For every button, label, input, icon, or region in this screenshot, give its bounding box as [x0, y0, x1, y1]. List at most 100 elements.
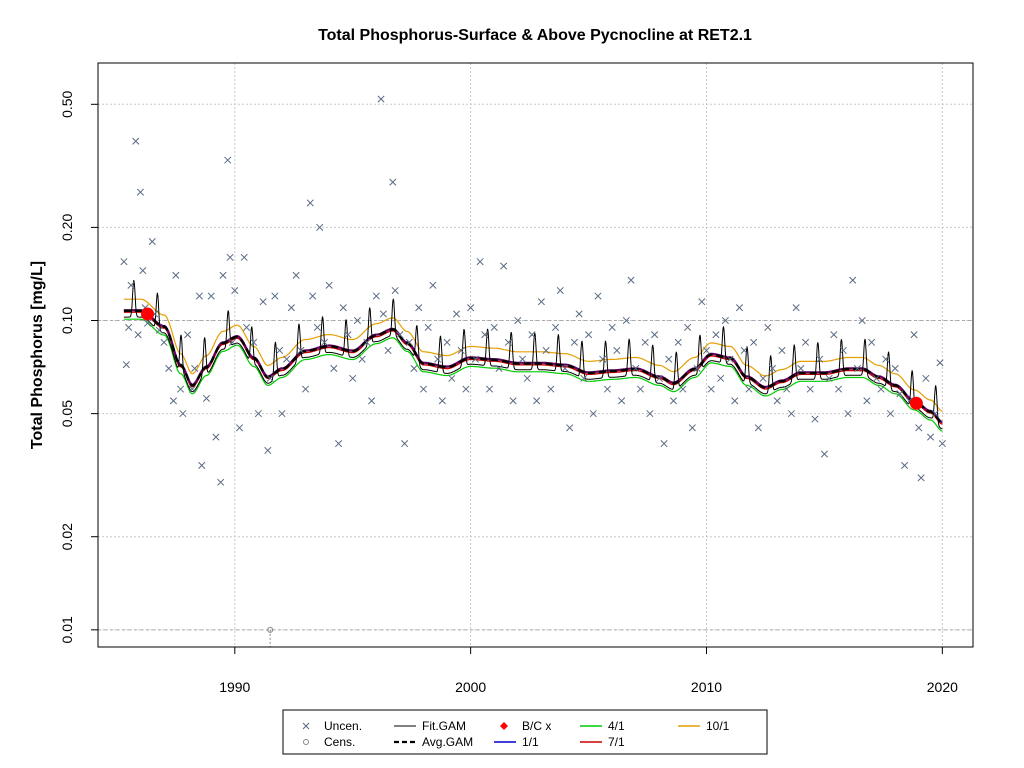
bc-point	[909, 396, 923, 410]
uncensored-point	[184, 331, 192, 339]
uncensored-point	[125, 323, 133, 331]
uncensored-point	[580, 374, 588, 382]
uncensored-point	[165, 364, 173, 372]
uncensored-point	[693, 364, 701, 372]
uncensored-point	[594, 292, 602, 300]
legend-item: Avg.GAM	[394, 735, 473, 749]
uncensored-point	[134, 331, 142, 339]
uncensored-point	[452, 310, 461, 318]
legend-item: 7/1	[580, 735, 625, 749]
uncensored-point	[665, 355, 673, 363]
uncensored-point	[518, 355, 527, 363]
uncensored-point	[853, 364, 861, 372]
uncensored-point	[172, 271, 180, 279]
uncensored-point	[655, 374, 663, 382]
uncensored-point	[316, 223, 324, 231]
uncensored-point	[768, 364, 777, 372]
uncensored-point	[353, 316, 361, 325]
uncensored-point	[698, 298, 706, 306]
uncensored-point	[886, 410, 895, 418]
uncensored-point	[136, 188, 145, 196]
uncensored-point	[523, 374, 531, 382]
y-tick-label: 0.50	[59, 90, 75, 117]
uncensored-point	[712, 331, 720, 339]
uncensored-point	[467, 304, 475, 312]
uncensored-point	[825, 374, 833, 382]
uncensored-point	[384, 346, 392, 355]
uncensored-point	[443, 338, 451, 346]
uncensored-point	[457, 346, 465, 355]
uncensored-point	[254, 410, 262, 418]
uncensored-point	[801, 338, 810, 346]
uncensored-point	[726, 355, 734, 363]
uncensored-point	[641, 338, 649, 346]
uncensored-point	[585, 331, 593, 339]
uncensored-point	[561, 364, 569, 372]
uncensored-point	[485, 385, 494, 393]
y-tick-label: 0.20	[59, 214, 75, 241]
uncensored-point	[224, 156, 232, 164]
uncensored-point	[219, 271, 227, 279]
uncensored-point	[926, 433, 935, 441]
uncensored-point	[931, 410, 939, 418]
uncensored-point	[250, 338, 258, 346]
uncensored-point	[415, 304, 423, 312]
uncensored-point	[160, 338, 168, 346]
uncensored-point	[806, 385, 814, 393]
legend-item: Cens.	[303, 735, 355, 749]
grid	[98, 63, 973, 647]
uncensored-point	[542, 346, 550, 355]
uncensored-point	[556, 286, 564, 295]
uncensored-point	[835, 385, 843, 393]
uncensored-point	[207, 292, 215, 300]
uncensored-point	[330, 364, 338, 372]
uncensored-point	[259, 298, 267, 306]
uncensored-point	[830, 331, 838, 339]
uncensored-point	[429, 281, 437, 289]
bc-point	[141, 307, 155, 321]
uncensored-point	[764, 323, 772, 331]
reference-lines	[98, 320, 973, 631]
uncensored-point	[490, 323, 498, 331]
y-axis: 0.01 0.02 0.05 0.10 0.20 0.50	[59, 90, 98, 643]
uncensored-point	[632, 364, 640, 372]
uncensored-point	[271, 292, 279, 300]
y-tick-label: 0.02	[59, 523, 75, 550]
uncensored-point	[391, 286, 399, 295]
x-tick-label: 1990	[219, 679, 250, 695]
uncensored-point	[688, 424, 696, 432]
uncensored-point	[797, 364, 805, 372]
uncensored-point	[622, 316, 630, 325]
uncensored-point	[783, 385, 791, 393]
uncensored-point	[910, 331, 918, 339]
uncensored-point	[922, 374, 930, 382]
uncensored-point	[306, 199, 314, 207]
x-tick-label: 2000	[455, 679, 486, 695]
uncensored-point	[228, 338, 236, 346]
uncensored-point	[608, 323, 616, 331]
uncensored-point	[278, 410, 286, 418]
uncensored-point	[410, 364, 418, 372]
legend-label: 7/1	[608, 735, 625, 749]
uncensored-point	[750, 338, 758, 346]
uncensored-point	[217, 478, 225, 486]
uncensored-point	[495, 364, 503, 372]
uncensored-point	[735, 304, 744, 312]
uncensored-point	[292, 271, 300, 279]
uncensored-point	[566, 424, 574, 432]
uncensored-point	[344, 331, 352, 339]
uncensored-point	[863, 397, 871, 405]
uncensored-point	[372, 292, 380, 300]
uncensored-point	[283, 355, 291, 363]
uncensored-point	[148, 237, 156, 246]
uncensored-point	[243, 323, 251, 331]
uncensored-point	[139, 267, 147, 275]
legend-label: 1/1	[522, 735, 539, 749]
uncensored-point	[122, 361, 130, 369]
uncensored-point	[514, 316, 522, 325]
uncensored-point	[419, 385, 428, 393]
uncensored-point	[551, 323, 560, 331]
plot-frame	[97, 62, 974, 648]
uncensored-point	[191, 364, 199, 372]
